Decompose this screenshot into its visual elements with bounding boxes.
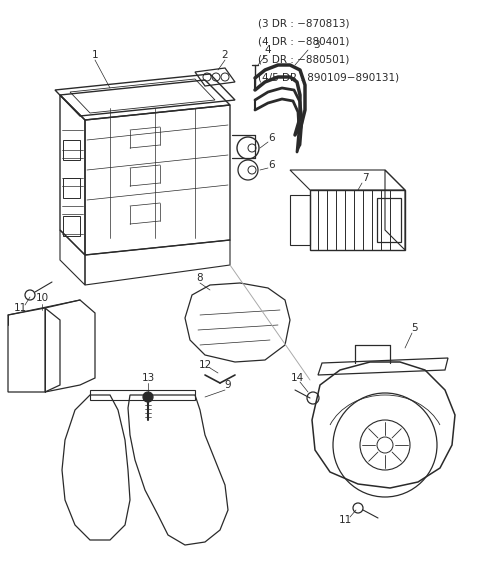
Text: 6: 6 bbox=[269, 160, 276, 170]
Text: 8: 8 bbox=[197, 273, 204, 283]
Text: 1: 1 bbox=[92, 50, 98, 60]
Text: (4 DR : −880401): (4 DR : −880401) bbox=[258, 36, 349, 46]
Text: 11: 11 bbox=[13, 303, 26, 313]
Text: (3 DR : −870813): (3 DR : −870813) bbox=[258, 18, 349, 28]
Text: 3: 3 bbox=[312, 40, 319, 50]
Text: 13: 13 bbox=[142, 373, 155, 383]
Text: 2: 2 bbox=[222, 50, 228, 60]
Text: 12: 12 bbox=[198, 360, 212, 370]
Text: 4: 4 bbox=[264, 45, 271, 55]
Text: 10: 10 bbox=[36, 293, 48, 303]
Text: 14: 14 bbox=[290, 373, 304, 383]
Circle shape bbox=[143, 392, 153, 402]
Text: 9: 9 bbox=[225, 380, 231, 390]
Text: 6: 6 bbox=[269, 133, 276, 143]
Text: 11: 11 bbox=[338, 515, 352, 525]
Text: (4/5 DR : 890109−890131): (4/5 DR : 890109−890131) bbox=[258, 72, 399, 82]
Text: 5: 5 bbox=[412, 323, 418, 333]
Text: 7: 7 bbox=[362, 173, 368, 183]
Text: (5 DR : −880501): (5 DR : −880501) bbox=[258, 54, 349, 64]
